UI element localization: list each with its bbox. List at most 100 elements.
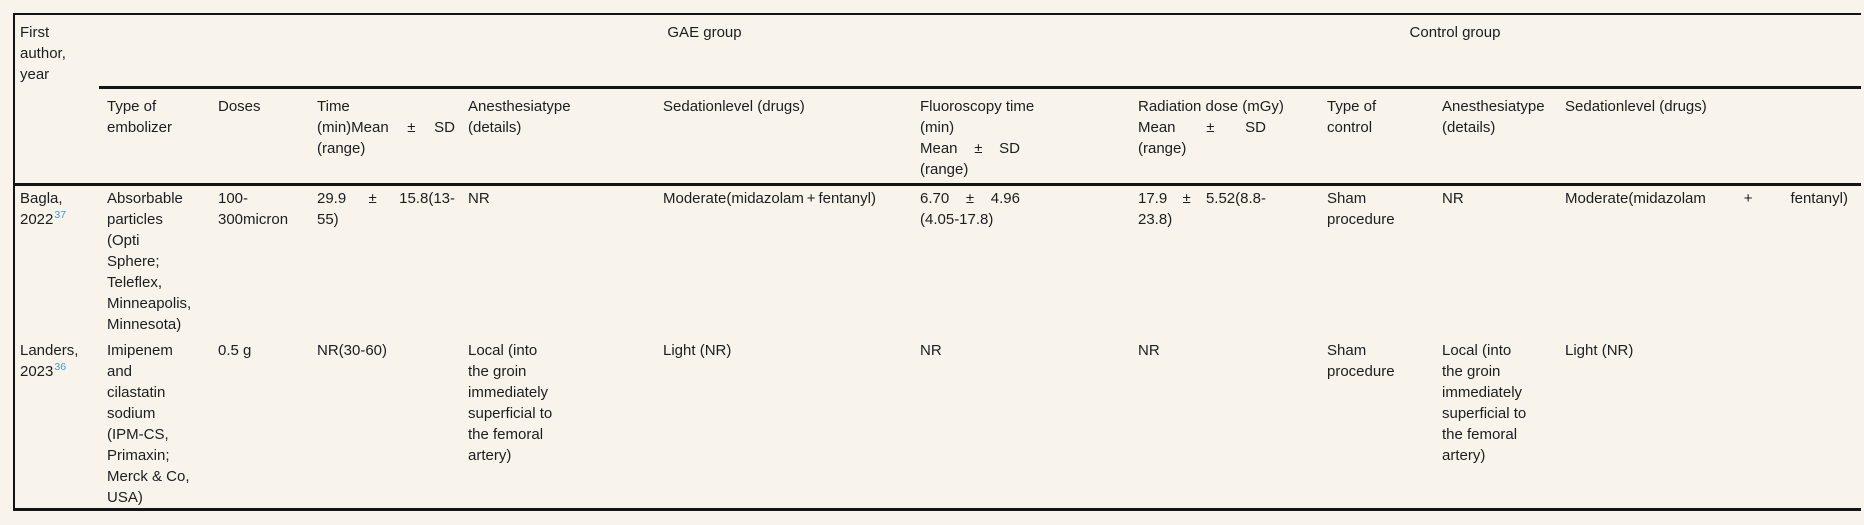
text-line: Teleflex, (107, 272, 202, 293)
text-token: NR (1442, 190, 1464, 207)
text-line: author, (20, 43, 100, 64)
text-line: Mean ± SD (920, 138, 1020, 159)
text-line: Mean ± SD (1138, 117, 1266, 138)
text-line: Landers, (20, 340, 100, 361)
text-line: Sedationlevel (drugs) (663, 96, 876, 117)
text-token: the groin (1442, 363, 1501, 380)
text-token: 6.70 (920, 190, 950, 207)
text-token: artery) (1442, 447, 1486, 464)
text-line: 300micron (218, 209, 308, 230)
cell-bagla-2022-sedation-gae: Moderate(midazolam + fentanyl) (663, 188, 876, 209)
text-token: (4.05-17.8) (920, 211, 994, 228)
text-line: Merck & Co, (107, 466, 202, 487)
text-token: the femoral (1442, 426, 1518, 443)
text-token: Anesthesiatype (1442, 98, 1545, 115)
text-line: Absorbable (107, 188, 202, 209)
text-token: 2022 (20, 211, 54, 228)
text-token: (Opti (107, 232, 140, 249)
text-token: Teleflex, (107, 274, 163, 291)
text-token: 17.9 (1138, 190, 1168, 207)
text-token: ± (965, 190, 975, 207)
text-token: (details) (1442, 119, 1496, 136)
text-token: + (1743, 190, 1753, 207)
text-line: Local (into (468, 340, 580, 361)
text-line: (details) (1442, 117, 1554, 138)
text-line: Bagla, (20, 188, 100, 209)
cell-landers-2023-embolizer-type: Imipenem and cilastatin sodium (IPM-CS, Prima… (107, 340, 202, 508)
text-token: 5.52(8.8- (1205, 190, 1266, 207)
text-token: Bagla, (20, 190, 63, 207)
text-line: 6.70 ±4.96 (920, 188, 1020, 209)
text-line: Light (NR) (663, 340, 876, 361)
text-line: 23.8) (1138, 209, 1266, 230)
cell-landers-2023-radiation-dose: NR (1138, 340, 1266, 361)
text-line: and (107, 361, 202, 382)
text-line: 202336 (20, 361, 100, 382)
text-token: Mean (1138, 119, 1176, 136)
text-token: Sedationlevel (drugs) (663, 98, 805, 115)
text-token: superficial to (1442, 405, 1527, 422)
text-line: Imipenem (107, 340, 202, 361)
text-token: procedure (1327, 363, 1395, 380)
cell-bagla-2022-embolizer-type: Absorbable particles (Opti Sphere; Teleflex,… (107, 188, 202, 335)
cell-landers-2023-time: NR(30-60) (317, 340, 455, 361)
text-token: Light (NR) (1565, 342, 1634, 359)
text-token: 2023 (20, 363, 54, 380)
text-token: Moderate(midazolam (1565, 190, 1706, 207)
text-token: Doses (218, 98, 261, 115)
text-token: ± (368, 190, 377, 207)
text-line: procedure (1327, 361, 1417, 382)
text-line: artery) (1442, 445, 1554, 466)
column-header-fluoroscopy-time: Fluoroscopy time (min) Mean ± SD (range) (920, 96, 1034, 180)
text-token: Light (NR) (663, 342, 732, 359)
column-header-first-author: First author, year (20, 22, 100, 85)
header-divider-rule (13, 183, 1861, 186)
bottom-rule (13, 508, 1861, 511)
text-token: Sedationlevel (drugs) (1565, 98, 1707, 115)
text-line: (details) (468, 117, 580, 138)
text-token: the groin (468, 363, 527, 380)
column-header-time: Time (min)Mean ± SD (range) (317, 96, 455, 159)
text-token: NR (1138, 342, 1160, 359)
cell-landers-2023-sedation-control: Light (NR) (1565, 340, 1848, 361)
text-line: (min)Mean ± SD (317, 117, 455, 138)
column-header-sedation-control: Sedationlevel (drugs) (1565, 96, 1848, 117)
text-line: NR (1442, 188, 1554, 209)
text-token: 23.8) (1138, 211, 1173, 228)
citation-ref-37[interactable]: 37 (54, 209, 67, 221)
text-line: (min) (920, 117, 1020, 138)
text-token: NR (468, 190, 490, 207)
text-token: NR (920, 342, 942, 359)
text-line: embolizer (107, 117, 202, 138)
text-line: NR (920, 340, 1020, 361)
text-token: Imipenem (107, 342, 173, 359)
text-line: (range) (317, 138, 455, 159)
citation-ref-36[interactable]: 36 (54, 361, 67, 373)
text-token: Type of (1327, 98, 1377, 115)
text-token: ± (1206, 119, 1215, 136)
text-token: + (806, 190, 816, 207)
text-line: Type of (1327, 96, 1417, 117)
text-token: Anesthesiatype (468, 98, 571, 115)
text-line: (range) (920, 159, 1020, 180)
text-line: 17.9 ±5.52(8.8- (1138, 188, 1266, 209)
text-line: Time (317, 96, 455, 117)
text-line: 29.9 ±15.8(13- (317, 188, 455, 209)
text-line: Minneapolis, (107, 293, 202, 314)
text-line: superficial to (1442, 403, 1554, 424)
text-line: NR(30-60) (317, 340, 455, 361)
text-line: (Opti (107, 230, 202, 251)
text-line: procedure (1327, 209, 1417, 230)
text-line: superficial to (468, 403, 580, 424)
text-line: Doses (218, 96, 308, 117)
cell-bagla-2022-anesthesia-gae: NR (468, 188, 580, 209)
text-token: NR(30-60) (317, 342, 388, 359)
cell-bagla-2022-anesthesia-control: NR (1442, 188, 1554, 209)
text-line: control (1327, 117, 1417, 138)
column-header-doses: Doses (218, 96, 308, 117)
text-token: SD (1245, 119, 1266, 136)
column-header-sedation-gae: Sedationlevel (drugs) (663, 96, 876, 117)
text-line: (IPM-CS, (107, 424, 202, 445)
cell-bagla-2022-radiation-dose: 17.9 ±5.52(8.8- 23.8) (1138, 188, 1266, 230)
text-line: Minnesota) (107, 314, 202, 335)
